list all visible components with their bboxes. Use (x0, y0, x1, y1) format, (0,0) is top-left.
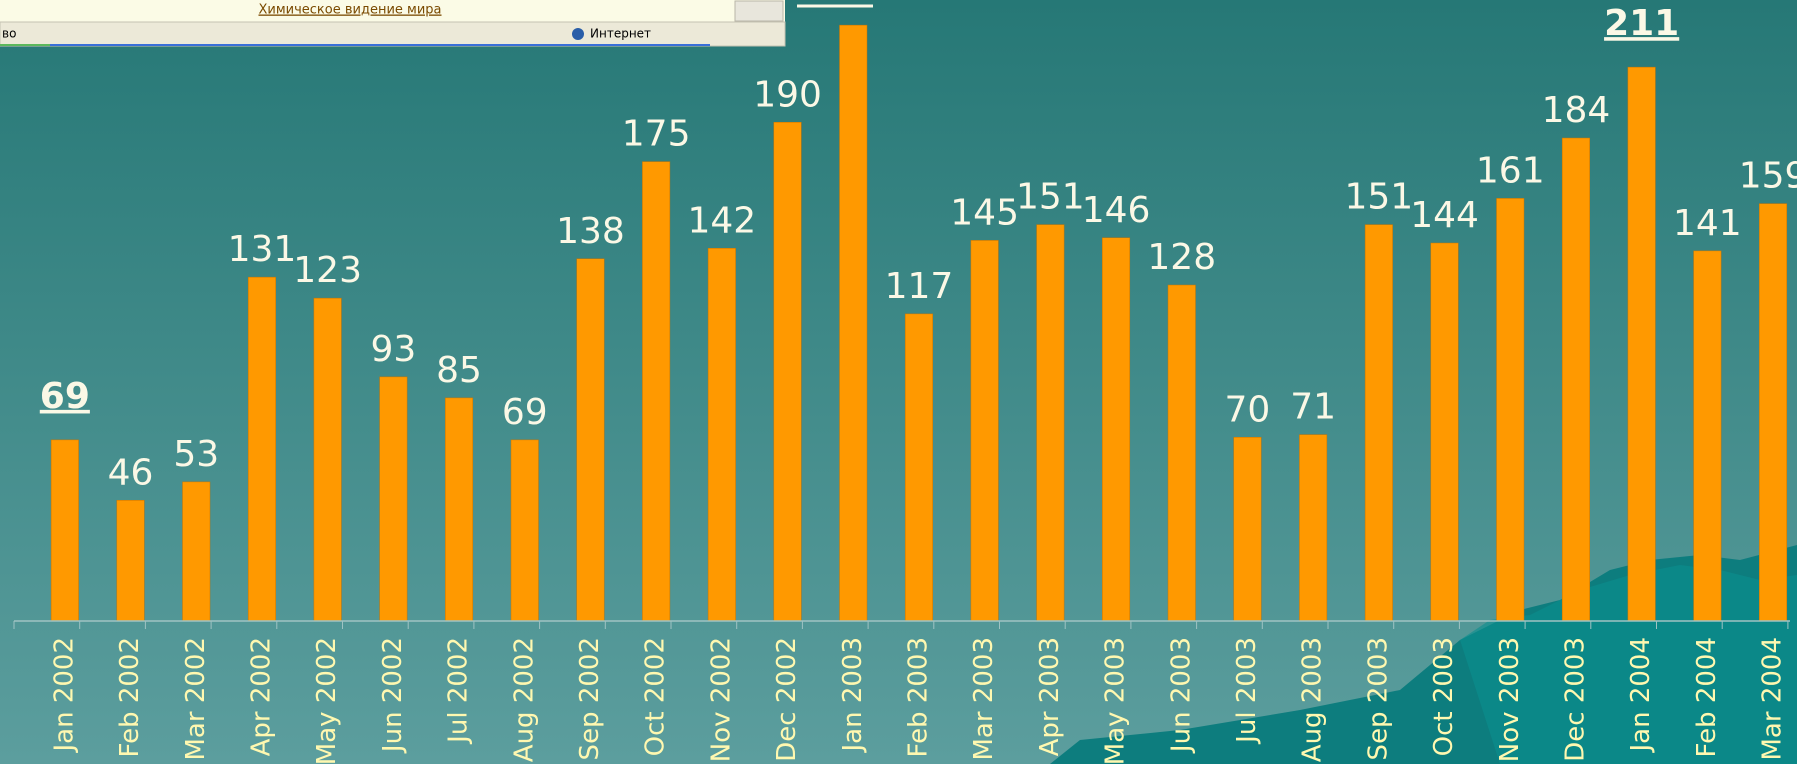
data-label: 144 (1410, 195, 1479, 236)
x-tick-label: Mar 2002 (181, 637, 211, 761)
x-tick-label: Jun 2003 (1166, 637, 1196, 754)
bar (1694, 251, 1722, 621)
data-label: 190 (753, 74, 822, 115)
x-tick-label: Sep 2002 (575, 637, 605, 760)
bar (1168, 285, 1196, 621)
x-tick-label: Mar 2004 (1758, 637, 1788, 761)
bar (905, 314, 933, 621)
x-tick-label: Aug 2002 (509, 637, 539, 762)
data-label: 159 (1739, 156, 1797, 197)
bar (774, 122, 802, 621)
x-tick-label: Feb 2002 (115, 637, 145, 757)
x-tick-label: Mar 2003 (969, 637, 999, 761)
data-label: 175 (622, 114, 691, 155)
data-label: 146 (1082, 190, 1151, 231)
data-label: 131 (228, 229, 297, 270)
link[interactable]: Химическое видение мира (258, 3, 441, 18)
status-bar (0, 22, 785, 46)
x-tick-label: Jul 2002 (444, 637, 474, 745)
bar (445, 398, 473, 621)
x-tick-label: Oct 2002 (641, 637, 671, 756)
x-tick-label: Jan 2004 (1626, 637, 1656, 754)
bar (971, 240, 999, 621)
data-label: 69 (40, 376, 90, 417)
bar (840, 25, 868, 621)
bar (1628, 67, 1656, 621)
bar (1234, 437, 1262, 621)
bar (117, 500, 145, 621)
browser-window: Химическое видение мира во Интернет (0, 0, 785, 46)
bar (248, 277, 276, 621)
data-label: 71 (1290, 387, 1336, 428)
screen: Jan 2002 69 Feb 2002 46 Mar 2002 53 Apr 2002 13… (0, 0, 1797, 764)
data-label: 161 (1476, 150, 1545, 191)
data-label: 69 (502, 392, 548, 433)
bar (1365, 225, 1393, 621)
x-tick-label: Apr 2003 (1035, 637, 1065, 756)
progress (50, 44, 710, 46)
x-tick-label: Feb 2003 (903, 637, 933, 757)
x-tick-label: Nov 2003 (1495, 637, 1525, 762)
status-text: во (2, 27, 16, 41)
bar (1431, 243, 1459, 621)
x-tick-label: Jul 2003 (1232, 637, 1262, 745)
data-label: 141 (1673, 203, 1742, 244)
data-label: 211 (1604, 3, 1679, 44)
x-tick-label: Feb 2004 (1692, 637, 1722, 757)
x-tick-label: Jan 2002 (49, 637, 79, 754)
zone-text: Интернет (590, 27, 651, 41)
x-tick-label: Aug 2003 (1298, 637, 1328, 762)
bar (51, 440, 79, 621)
data-label: 85 (436, 350, 482, 391)
data-label: 70 (1225, 389, 1271, 430)
globe-icon (572, 28, 584, 40)
data-label: 93 (370, 329, 416, 370)
bar (380, 377, 408, 621)
data-label: 151 (1344, 177, 1413, 218)
x-tick-label: Jun 2002 (378, 637, 408, 754)
x-tick-label: May 2002 (312, 637, 342, 764)
data-label: 46 (108, 452, 154, 493)
bar (314, 298, 342, 621)
bar (183, 482, 211, 621)
x-tick-label: Dec 2003 (1560, 637, 1590, 762)
x-tick-label: Dec 2002 (772, 637, 802, 762)
data-label: 145 (950, 192, 1019, 233)
bar (577, 259, 605, 621)
data-label: 53 (173, 434, 219, 475)
bar (708, 248, 736, 621)
x-tick-label: Oct 2003 (1429, 637, 1459, 756)
bar (1562, 138, 1590, 621)
data-label: 184 (1542, 90, 1611, 131)
scroll-button[interactable] (735, 1, 783, 21)
bar (642, 162, 670, 621)
bar (1037, 225, 1065, 621)
data-label: 128 (1147, 237, 1216, 278)
bar (1299, 435, 1327, 621)
x-tick-label: Jan 2003 (838, 637, 868, 754)
data-label: 138 (556, 211, 625, 252)
bar (1759, 204, 1787, 621)
bar (1102, 238, 1130, 621)
x-tick-label: Nov 2002 (706, 637, 736, 762)
bar (511, 440, 539, 621)
x-tick-label: Sep 2003 (1363, 637, 1393, 760)
x-tick-label: May 2003 (1101, 637, 1131, 764)
data-label: 142 (687, 200, 756, 241)
data-label: 151 (1016, 177, 1085, 218)
bar (1497, 198, 1525, 621)
data-label: 117 (885, 266, 954, 307)
progress (0, 44, 50, 46)
x-tick-label: Apr 2002 (246, 637, 276, 756)
data-label: 123 (293, 250, 362, 291)
